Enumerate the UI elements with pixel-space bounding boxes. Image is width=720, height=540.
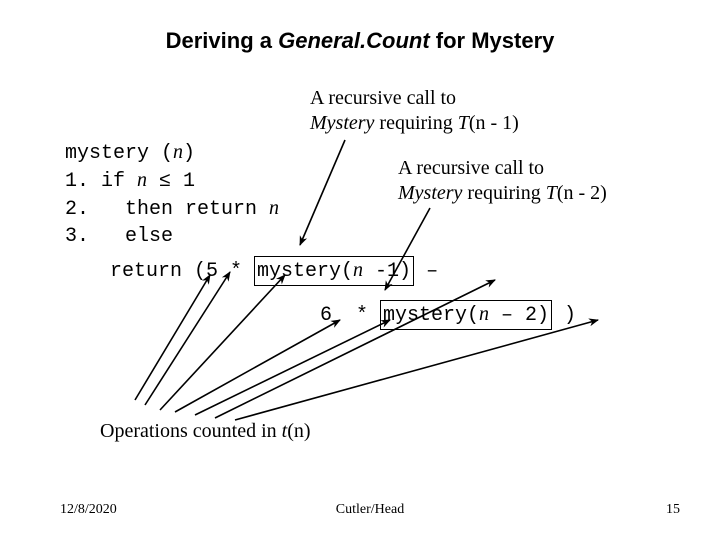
annotation-2-arg: (n - 2) xyxy=(557,182,607,204)
code-l2-n: n xyxy=(269,197,279,219)
code-sig-arg: n xyxy=(173,141,183,163)
slide: Deriving a General.Count for Mystery A r… xyxy=(0,0,720,540)
footer-page-number: 15 xyxy=(666,502,680,518)
box1-a: mystery( xyxy=(257,260,353,283)
annotation-1-mid: requiring xyxy=(374,112,457,134)
code-sig-pre: mystery ( xyxy=(65,142,173,165)
annotation-2-mid: requiring xyxy=(462,182,545,204)
code-l1-b: ≤ 1 xyxy=(147,170,195,193)
annotation-2-mystery: Mystery xyxy=(398,182,462,204)
title-prefix: Deriving a xyxy=(166,28,278,53)
footer-author: Cutler/Head xyxy=(336,502,404,518)
code-return-line-1: return (5 * mystery(n -1) – xyxy=(110,256,438,286)
box-mystery-n-2: mystery(n – 2) xyxy=(380,300,552,330)
line2-pre: 6 * xyxy=(320,304,380,327)
code-l1-a: 1. if xyxy=(65,170,137,193)
ret-b: – xyxy=(414,260,438,283)
code-l3: 3. else xyxy=(65,225,173,248)
annotation-1-arg: (n - 1) xyxy=(469,112,519,134)
annotation-2-line2: Mystery requiring T(n - 2) xyxy=(398,181,607,206)
title-emph: General.Count xyxy=(278,28,430,53)
slide-title: Deriving a General.Count for Mystery xyxy=(60,28,660,54)
box2-a: mystery( xyxy=(383,304,479,327)
annotation-1-mystery: Mystery xyxy=(310,112,374,134)
box1-n: n xyxy=(353,259,363,281)
footer: 12/8/2020 Cutler/Head 15 xyxy=(60,502,680,518)
code-l2: 2. then return n xyxy=(65,198,279,221)
code-l2-a: 2. then return xyxy=(65,198,269,221)
ret-a: return (5 * xyxy=(110,260,254,283)
ops-pre: Operations counted in xyxy=(100,420,282,442)
annotation-1-line1: A recursive call to xyxy=(310,86,519,111)
code-sig-post: ) xyxy=(183,142,195,165)
ops-arg: (n) xyxy=(287,420,310,442)
annotation-t-n-1: A recursive call to Mystery requiring T(… xyxy=(310,86,519,136)
footer-date: 12/8/2020 xyxy=(60,502,117,518)
code-block: mystery (n) 1. if n ≤ 1 2. then return n… xyxy=(65,112,279,277)
annotation-1-T: T xyxy=(458,112,469,134)
annotation-t-n-2: A recursive call to Mystery requiring T(… xyxy=(398,156,607,206)
box2-n: n xyxy=(479,303,489,325)
annotation-2-line1: A recursive call to xyxy=(398,156,607,181)
annotation-2-T: T xyxy=(546,182,557,204)
code-l1-n: n xyxy=(137,169,147,191)
code-sig: mystery (n) xyxy=(65,142,195,165)
code-return-line-2: 6 * mystery(n – 2) ) xyxy=(320,300,576,330)
line2-post: ) xyxy=(552,304,576,327)
box1-b: -1) xyxy=(363,260,411,283)
annotation-1-line2: Mystery requiring T(n - 1) xyxy=(310,111,519,136)
title-suffix: for Mystery xyxy=(430,28,555,53)
code-l1: 1. if n ≤ 1 xyxy=(65,170,195,193)
box2-b: – 2) xyxy=(489,304,549,327)
box-mystery-n-1: mystery(n -1) xyxy=(254,256,414,286)
ops-counted-caption: Operations counted in t(n) xyxy=(100,420,311,443)
